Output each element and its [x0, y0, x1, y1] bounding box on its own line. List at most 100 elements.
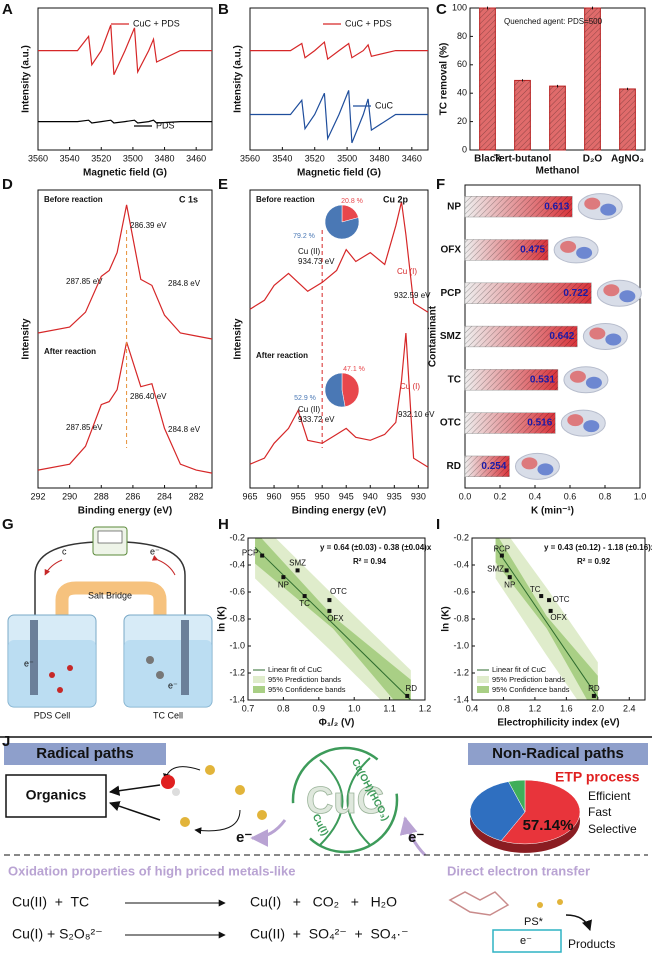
equation: Cu(I) + CO₂ + H₂O — [250, 894, 397, 910]
y-tick-label: -0.4 — [453, 559, 469, 569]
y-tick-label: 40 — [457, 88, 467, 98]
y-axis-label: Intensity (a.u.) — [233, 45, 244, 113]
y-tick-label: 20 — [457, 116, 467, 126]
label: e⁻ — [408, 829, 424, 846]
chart-title: Cu 2p — [383, 194, 409, 204]
y-tick-label: TC — [448, 374, 461, 385]
label: e⁻ — [520, 935, 532, 947]
x-tick-label: 2.4 — [623, 703, 636, 713]
molecule-icon — [576, 246, 593, 259]
pie-value-label: 79.2 % — [293, 233, 315, 240]
molecule-icon — [596, 279, 642, 307]
legend-label: CuC + PDS — [133, 18, 180, 28]
x-axis-label: Φ₁/₂ (V) — [319, 718, 355, 729]
x-tick-label: 3540 — [60, 153, 80, 163]
panel-label: C — [436, 1, 447, 18]
label: PDS Cell — [34, 710, 71, 720]
x-tick-label: 0.2 — [494, 491, 507, 501]
y-axis-label: ln (K) — [217, 606, 228, 632]
pie-value-label: 57.14% — [523, 817, 574, 834]
molecule-icon — [582, 323, 628, 350]
fit-line — [254, 547, 412, 701]
x-tick-label: AgNO₃ — [611, 154, 644, 165]
point-label: SMZ — [487, 565, 504, 574]
r-squared: R² = 0.94 — [353, 557, 387, 566]
data-point — [405, 693, 410, 698]
annotation: Before reaction — [256, 195, 315, 204]
molecule — [57, 687, 63, 693]
annotation: Before reaction — [44, 195, 103, 204]
y-tick-label: -0.8 — [453, 613, 469, 623]
legend-label: CuC — [375, 100, 394, 110]
radical-icon — [235, 785, 245, 795]
value-label: 0.531 — [530, 374, 555, 385]
confidence-band — [255, 538, 411, 700]
molecule-icon — [584, 197, 601, 210]
x-tick-label: 0.8 — [497, 703, 510, 713]
x-tick-label: 3460 — [402, 153, 422, 163]
header-box — [4, 743, 166, 765]
y-tick-label: PCP — [440, 288, 461, 299]
spectrum-line — [250, 40, 428, 61]
x-tick-label: 1.1 — [383, 703, 396, 713]
y-tick-label: -1.4 — [453, 694, 469, 704]
equation: y = 0.43 (±0.12) - 1.18 (±0.16)x — [544, 543, 652, 552]
legend-label: 95% Prediction bands — [268, 675, 341, 684]
radical-icon — [180, 817, 190, 827]
arrow — [108, 784, 161, 796]
wire — [124, 541, 186, 650]
legend-label: 95% Confidence bands — [268, 685, 346, 694]
y-axis-label: ln (K) — [441, 606, 452, 632]
y-axis-label: Intensity — [21, 318, 32, 360]
cycle — [291, 746, 399, 854]
arrow — [194, 809, 241, 835]
header-box — [468, 743, 648, 765]
value-label: 0.516 — [527, 418, 552, 429]
wire — [34, 541, 96, 650]
label: TC Cell — [153, 710, 183, 720]
point-label: PCP — [242, 549, 258, 558]
value-label: 0.475 — [520, 245, 545, 256]
pie-slice — [324, 372, 346, 408]
point-label: TC — [530, 585, 541, 594]
point-label: OTC — [553, 595, 570, 604]
molecule-icon — [577, 193, 623, 221]
x-tick-label: Black — [474, 154, 501, 165]
panel-label: G — [2, 516, 14, 533]
r-squared: R² = 0.92 — [577, 557, 611, 566]
annotation: 286.40 eV — [130, 392, 167, 401]
legend-label: Linear fit of CuC — [492, 665, 547, 674]
scheme: Radical paths Non-Radical paths Organics… — [0, 736, 652, 953]
cycle — [319, 759, 344, 846]
spectrum-line — [249, 332, 429, 468]
arrow — [109, 801, 161, 821]
radical-icon — [257, 810, 267, 820]
data-point — [260, 553, 265, 558]
x-tick-label: 945 — [339, 491, 354, 501]
label: Fast — [588, 805, 612, 819]
arrow — [250, 819, 287, 847]
electrode — [181, 620, 189, 695]
bar-hatch — [549, 86, 566, 150]
y-tick-label: RD — [447, 461, 461, 472]
y-tick-label: OFX — [440, 245, 461, 256]
y-tick-label: -0.2 — [453, 532, 469, 542]
spectrum-line — [38, 24, 212, 75]
y-tick-label: 80 — [457, 31, 467, 41]
x-axis-label: Magnetic field (G) — [83, 168, 167, 179]
y-axis-label: TC removal (%) — [439, 43, 450, 116]
panel-label: I — [436, 516, 440, 533]
x-tick-label: 286 — [125, 491, 140, 501]
y-tick-label: -1.0 — [453, 640, 469, 650]
x-tick-label: 965 — [242, 491, 257, 501]
x-tick-label: 282 — [189, 491, 204, 501]
y-axis-label: Intensity — [233, 318, 244, 360]
cell-diagram: Salt Bridge c e⁻ e⁻ e⁻ PDS Cell TC Cell — [7, 526, 213, 720]
pie-slice — [500, 779, 581, 845]
annotation: 934.73 eV — [298, 257, 335, 266]
label: Organics — [26, 787, 87, 803]
x-tick-label: 3560 — [240, 153, 260, 163]
data-point — [504, 568, 509, 573]
data-point — [302, 594, 307, 599]
